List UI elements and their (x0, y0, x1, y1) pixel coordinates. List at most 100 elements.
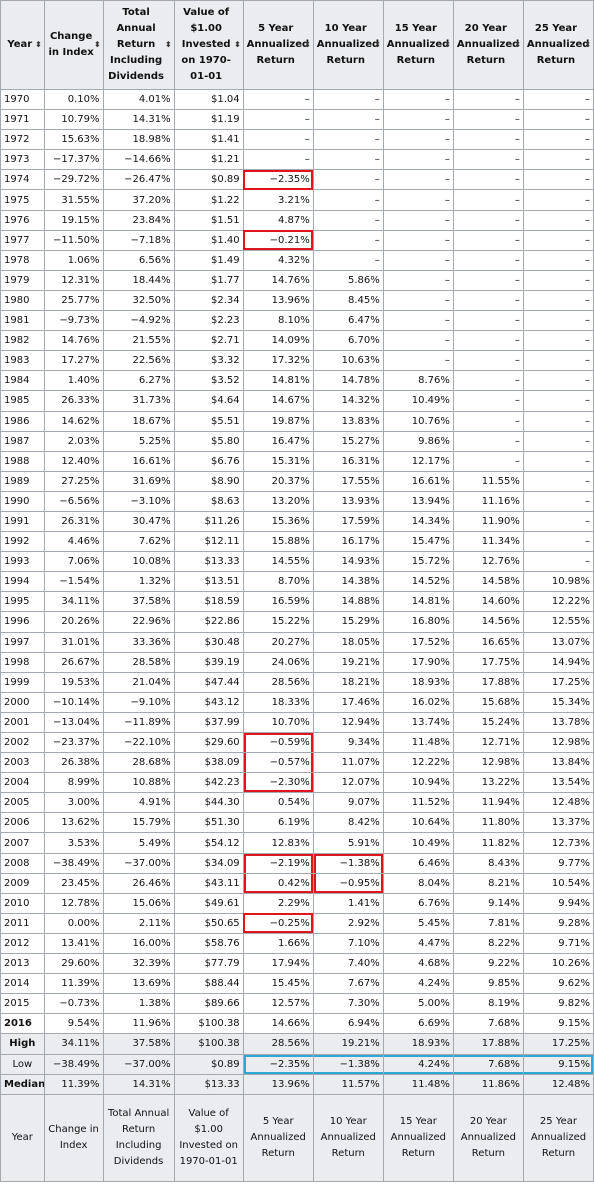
cell-5yr-return: 14.66% (242, 1013, 314, 1035)
cell-20yr-return: – (452, 350, 524, 372)
cell-change-in-index: −10.14% (43, 691, 104, 713)
cell-total-annual-return: 22.96% (102, 611, 175, 633)
cell-year: 2002 (0, 731, 45, 754)
cell-25yr-return: 9.77% (522, 852, 594, 874)
cell-value-of-dollar: $1.22 (173, 189, 244, 211)
column-header-label: 20 Year Annualized Return (456, 23, 520, 66)
cell-value-of-dollar: $12.11 (173, 531, 244, 553)
table-row: 1975 31.55% 37.20% $1.22 3.21% – – – – (0, 189, 594, 211)
column-header-value-of-dollar[interactable]: Value of $1.00 Invested on 1970-01-01 ⬍ (173, 0, 244, 90)
cell-5yr-return: 4.87% (242, 209, 314, 231)
sort-arrows-icon[interactable]: ⬍ (584, 40, 591, 49)
summary-row-median: Median 11.39% 14.31% $13.33 13.96% 11.57% 11.4… (0, 1073, 594, 1095)
cell-15yr-return: 13.74% (382, 711, 454, 734)
cell-5yr-return: 15.88% (242, 531, 314, 553)
cell-15yr-return: – (382, 249, 454, 271)
cell-value-of-dollar: $3.32 (173, 350, 244, 372)
cell-5yr-return: 15.45% (242, 973, 314, 995)
summary-cell-15yr-return: 18.93% (382, 1033, 454, 1055)
cell-total-annual-return: 28.58% (102, 651, 175, 673)
table-row: 1985 26.33% 31.73% $4.64 14.67% 14.32% 10.49% –… (0, 390, 594, 412)
cell-15yr-return: 6.76% (382, 892, 454, 914)
sort-arrows-icon[interactable]: ⬍ (514, 40, 521, 49)
cell-value-of-dollar: $13.33 (173, 551, 244, 573)
cell-25yr-return: – (522, 269, 594, 291)
column-header-label: 25 Year Annualized Return (526, 23, 590, 66)
cell-15yr-return: 14.81% (382, 591, 454, 613)
cell-15yr-return: 4.47% (382, 932, 454, 955)
cell-5yr-return: 4.32% (242, 249, 314, 271)
cell-change-in-index: 14.62% (43, 410, 104, 432)
column-header-20yr-return[interactable]: 20 Year Annualized Return ⬍ (452, 0, 524, 90)
cell-15yr-return: 17.52% (382, 631, 454, 653)
cell-15yr-return: – (382, 88, 454, 111)
cell-year: 1972 (0, 129, 45, 151)
cell-value-of-dollar: $1.77 (173, 269, 244, 291)
cell-15yr-return: 14.34% (382, 510, 454, 533)
cell-total-annual-return: 37.20% (102, 189, 175, 211)
cell-15yr-return: 15.72% (382, 551, 454, 573)
cell-10yr-return: 11.07% (312, 752, 384, 774)
summary-cell-20yr-return: 17.88% (452, 1033, 524, 1055)
summary-cell-25yr-return: 9.15% (522, 1053, 594, 1075)
sort-arrows-icon[interactable]: ⬍ (164, 40, 172, 49)
cell-25yr-return: – (522, 490, 594, 512)
cell-10yr-return: 14.78% (312, 370, 384, 392)
cell-change-in-index: 34.11% (43, 591, 104, 613)
table-row: 2002 −23.37% −22.10% $29.60 −0.59% 9.34% 11.48… (0, 731, 594, 754)
cell-10yr-return: 15.29% (312, 611, 384, 633)
cell-25yr-return: – (522, 410, 594, 432)
cell-value-of-dollar: $43.12 (173, 691, 244, 713)
cell-25yr-return: 9.15% (522, 1013, 594, 1035)
cell-total-annual-return: 31.73% (102, 390, 175, 412)
sort-arrows-icon[interactable]: ⬍ (93, 40, 101, 49)
column-header-change-in-index[interactable]: Change in Index ⬍ (43, 0, 104, 90)
cell-year: 1989 (0, 470, 45, 492)
column-header-5yr-return[interactable]: 5 Year Annualized Return ⬍ (242, 0, 314, 90)
cell-20yr-return: 13.22% (452, 772, 524, 794)
column-header-year[interactable]: Year ⬍ (0, 0, 45, 90)
summary-cell-value-of-dollar: $13.33 (173, 1073, 244, 1095)
cell-year: 1997 (0, 631, 45, 653)
cell-20yr-return: – (452, 88, 524, 111)
cell-year: 1977 (0, 229, 45, 251)
column-header-10yr-return[interactable]: 10 Year Annualized Return ⬍ (312, 0, 384, 90)
sort-arrows-icon[interactable]: ⬍ (34, 40, 42, 49)
cell-5yr-return: 17.32% (242, 350, 314, 372)
cell-change-in-index: 26.33% (43, 390, 104, 412)
cell-10yr-return: – (312, 149, 384, 171)
summary-row-low: Low −38.49% −37.00% $0.89 −2.35% −1.38% 4.24% 7… (0, 1053, 594, 1075)
cell-5yr-return: −0.21% (242, 229, 314, 251)
sort-arrows-icon[interactable]: ⬍ (304, 40, 311, 49)
cell-change-in-index: 27.25% (43, 470, 104, 492)
cell-value-of-dollar: $5.80 (173, 430, 244, 452)
sort-arrows-icon[interactable]: ⬍ (444, 40, 451, 49)
cell-15yr-return: 10.76% (382, 410, 454, 432)
column-header-15yr-return[interactable]: 15 Year Annualized Return ⬍ (382, 0, 454, 90)
cell-20yr-return: – (452, 289, 524, 312)
sort-arrows-icon[interactable]: ⬍ (374, 40, 381, 49)
cell-year: 1971 (0, 109, 45, 131)
cell-5yr-return: 14.81% (242, 370, 314, 392)
cell-5yr-return: 0.54% (242, 792, 314, 814)
table-row: 2006 13.62% 15.79% $51.30 6.19% 8.42% 10.64% 11… (0, 812, 594, 834)
cell-year: 1993 (0, 551, 45, 573)
column-header-total-annual-return[interactable]: Total Annual Return Including Dividends ⬍ (102, 0, 175, 90)
cell-25yr-return: 10.54% (522, 872, 594, 894)
summary-cell-value-of-dollar: $0.89 (173, 1053, 244, 1075)
cell-value-of-dollar: $8.90 (173, 470, 244, 492)
cell-10yr-return: – (312, 109, 384, 131)
cell-20yr-return: 11.90% (452, 510, 524, 533)
column-header-25yr-return[interactable]: 25 Year Annualized Return ⬍ (522, 0, 594, 90)
cell-20yr-return: – (452, 370, 524, 392)
footer-column-header-value-of-dollar: Value of $1.00 Invested on 1970-01-01 (173, 1093, 244, 1182)
cell-change-in-index: −23.37% (43, 731, 104, 754)
cell-25yr-return: – (522, 450, 594, 472)
cell-change-in-index: 12.31% (43, 269, 104, 291)
table-row: 2010 12.78% 15.06% $49.61 2.29% 1.41% 6.76% 9.1… (0, 892, 594, 914)
cell-total-annual-return: −9.10% (102, 691, 175, 713)
cell-25yr-return: 14.94% (522, 651, 594, 673)
cell-change-in-index: 19.53% (43, 671, 104, 693)
cell-total-annual-return: 5.49% (102, 832, 175, 854)
sort-arrows-icon[interactable]: ⬍ (233, 40, 241, 49)
